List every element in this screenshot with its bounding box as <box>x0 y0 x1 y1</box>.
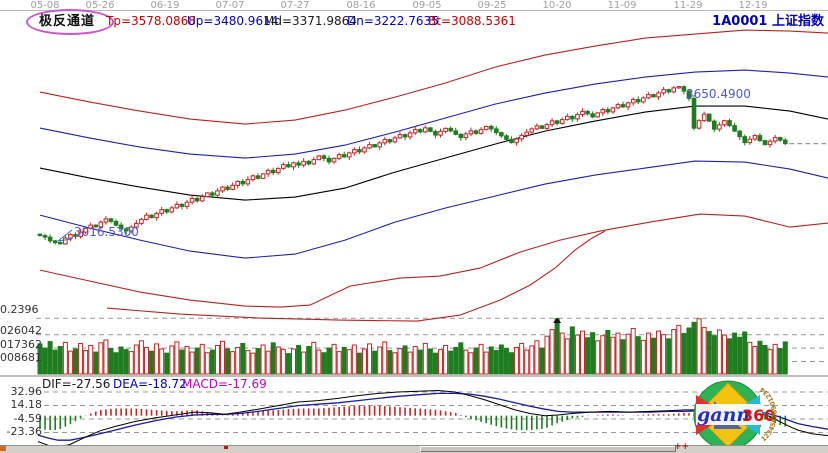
x-tick-date: 09-25 <box>477 0 507 11</box>
x-tick-date: 08-16 <box>346 0 376 11</box>
macd-scale-tick: -4.59 <box>13 412 42 425</box>
channel-name: 极反通道 <box>39 14 96 29</box>
x-tick-date: 06-19 <box>150 0 180 11</box>
symbol-name: 1A0001 上证指数 <box>712 14 824 29</box>
scrollbar-marker-red <box>224 446 228 449</box>
channel-name-ellipse <box>26 9 114 35</box>
macd-scale-tick: 14.18 <box>10 398 43 411</box>
x-tick-date: 05-26 <box>85 0 115 11</box>
channel-value-dn: Dn=3222.7635 <box>347 14 439 28</box>
x-tick-date: 05-08 <box>30 0 60 11</box>
x-tick-date: 11-09 <box>607 0 637 11</box>
dea-value-label: DEA=-18.72 <box>113 377 187 391</box>
svg-text:360: 360 <box>742 406 775 425</box>
dif-value-label: DIF=-27.56 <box>42 377 111 391</box>
x-tick-date: 07-27 <box>280 0 310 11</box>
volume-scale-tick: 008681 <box>0 351 42 364</box>
macd-scale-tick: 32.96 <box>10 385 43 398</box>
horizontal-scrollbar-track[interactable] <box>0 445 828 453</box>
x-tick-date: 10-20 <box>542 0 572 11</box>
scrollbar-marker-orange <box>0 446 6 451</box>
period-low-label: 3016.5300 <box>74 225 139 239</box>
channel-value-bt: Bt=3088.5361 <box>428 14 516 28</box>
macd-scale-tick: -23.36 <box>6 425 42 438</box>
period-high-label: 3650.4900 <box>686 87 751 101</box>
gann360-logo-graphic: gann 360 1234567890123456789 <box>684 379 779 450</box>
volume-scale-tick: 026042 <box>0 324 42 337</box>
volume-scale-tick: 0.2396 <box>0 303 39 316</box>
x-tick-date: 09-05 <box>412 0 442 11</box>
scrollbar-marker-plus: ++ <box>674 442 690 452</box>
svg-text:gann: gann <box>697 404 750 426</box>
volume-scale-tick: 017362 <box>0 338 42 351</box>
x-tick-date: 11-29 <box>673 0 703 11</box>
channel-value-tp: Tp=3578.0868 <box>106 14 196 28</box>
channel-value-md: Md=3371.9864 <box>264 14 357 28</box>
horizontal-scrollbar-thumb[interactable] <box>420 446 676 452</box>
channel-value-up: Up=3480.9614 <box>187 14 279 28</box>
x-tick-date: 07-07 <box>215 0 245 11</box>
gann360-logo: gann 360 1234567890123456789 <box>684 379 794 451</box>
macd-value-label: MACD=-17.69 <box>182 377 267 391</box>
x-tick-date: 12-19 <box>738 0 768 11</box>
